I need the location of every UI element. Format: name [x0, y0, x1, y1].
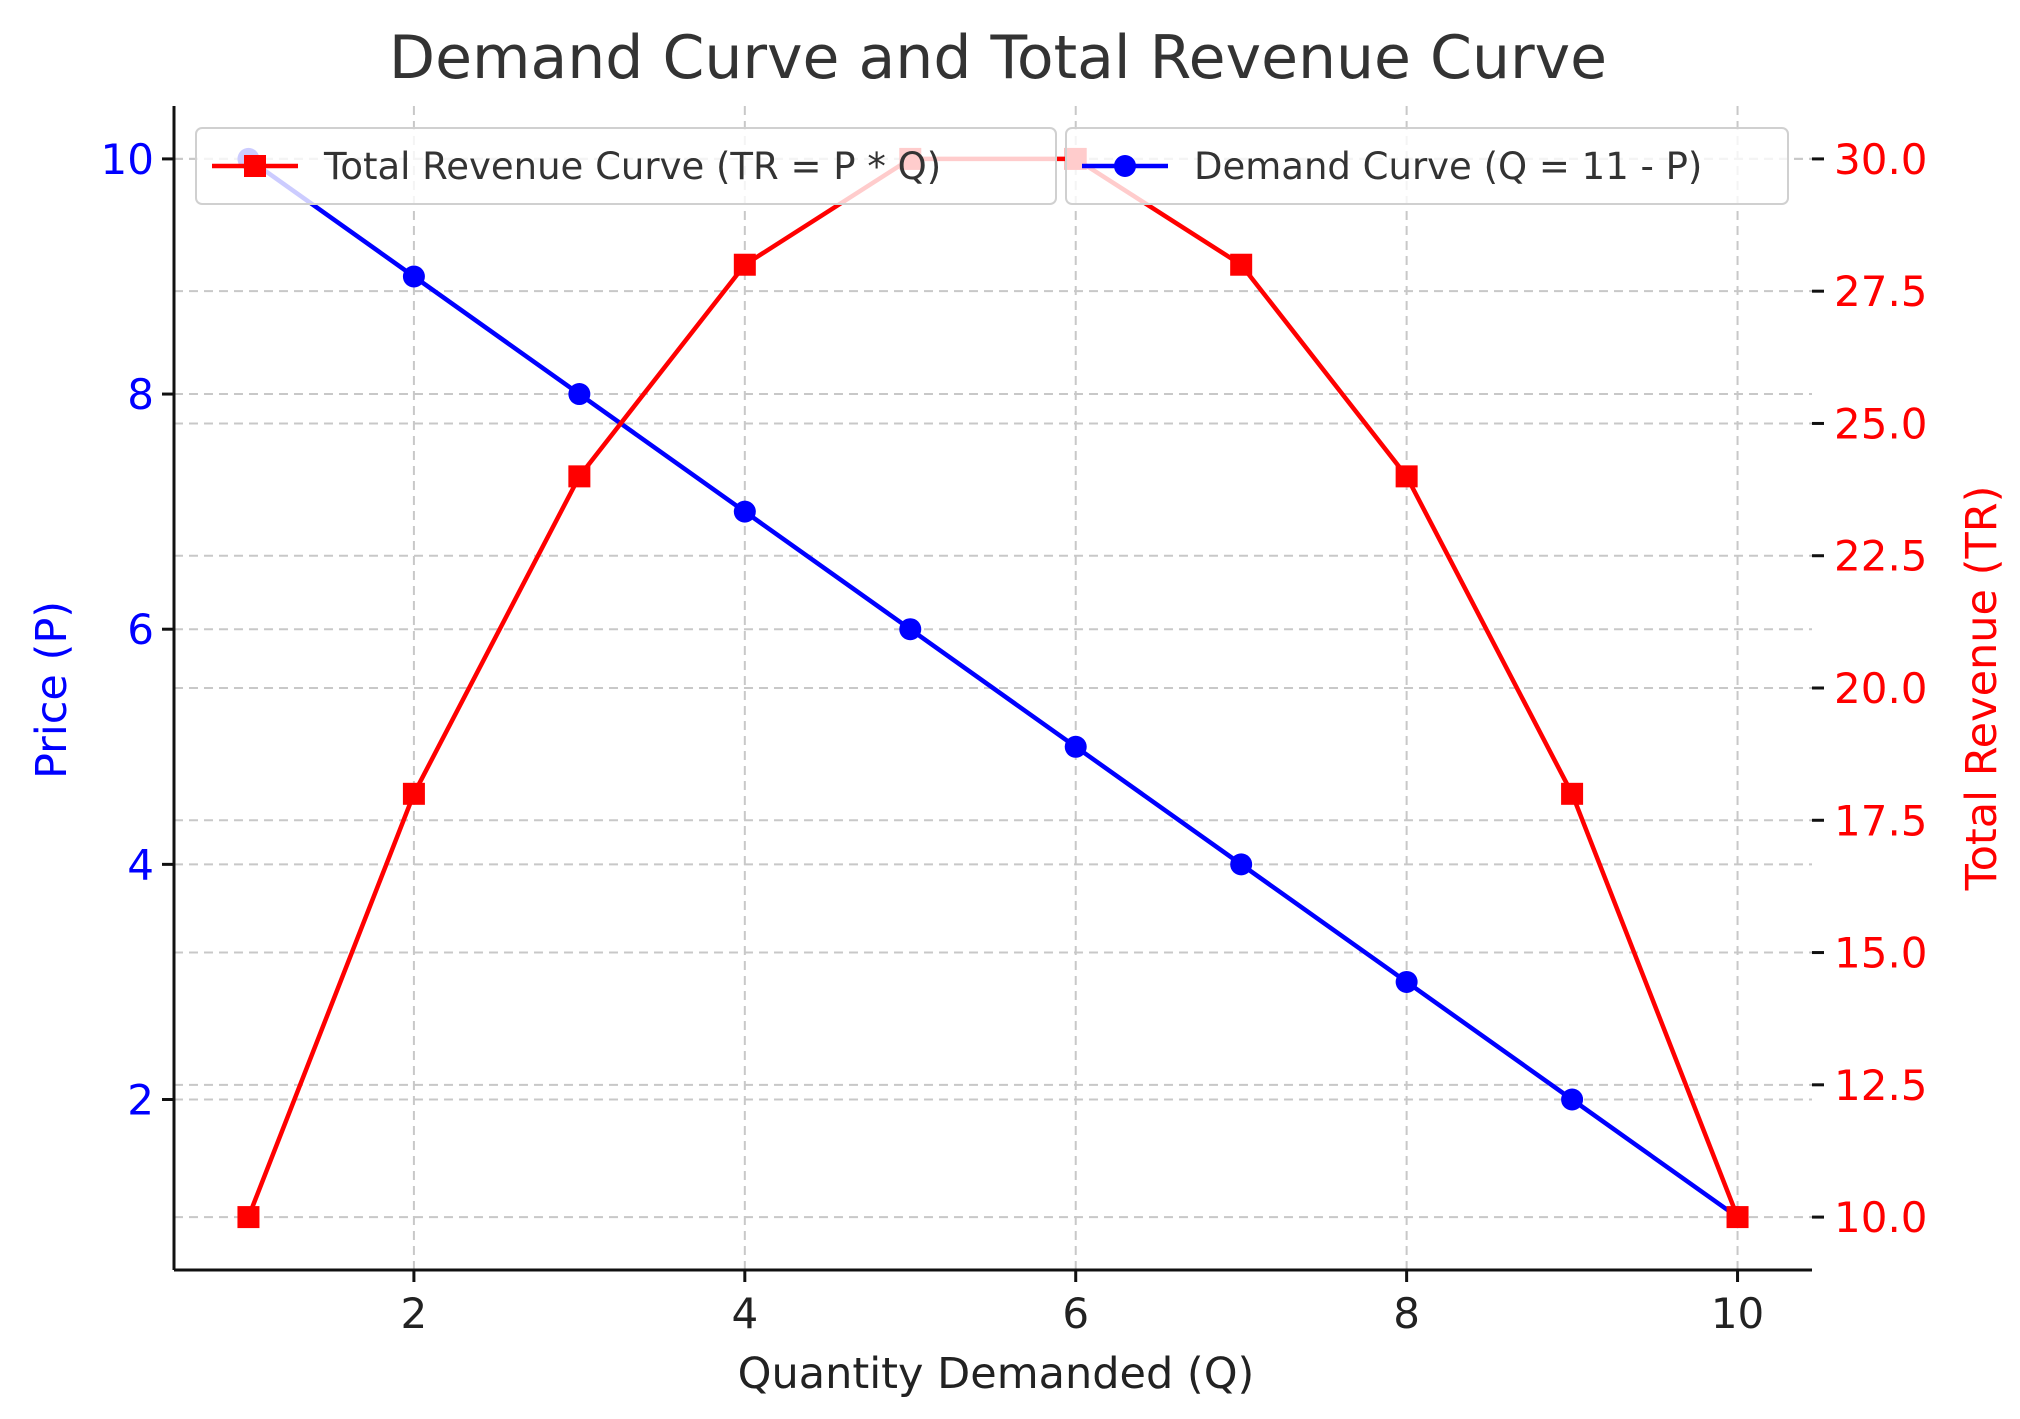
- legend-demand-frame: [1065, 127, 1789, 205]
- y-axis-left-label: Price (P): [27, 601, 77, 779]
- chart-title: Demand Curve and Total Revenue Curve: [389, 23, 1607, 93]
- revenue-point: [1230, 253, 1253, 276]
- y-right-tick-label: 12.5: [1834, 1061, 1928, 1110]
- demand-point: [568, 383, 591, 406]
- y-right-tick-label: 10.0: [1834, 1193, 1928, 1242]
- legend-demand-label: Demand Curve (Q = 11 - P): [1194, 145, 1702, 188]
- legend-revenue: Total Revenue Curve (TR = P * Q): [195, 127, 1057, 205]
- y-axis-right-label: Total Revenue (TR): [1957, 486, 2007, 892]
- x-tick-label: 6: [1062, 1289, 1089, 1338]
- demand-point: [1395, 970, 1418, 993]
- demand-point: [733, 500, 756, 523]
- revenue-point: [402, 782, 425, 805]
- y-right-tick-label: 15.0: [1834, 929, 1928, 978]
- ticks: 2 4 6 8 10 2 4 6 8 10 10.0 12.5 15.0 17.5 20.0 22.5 25.0…: [101, 135, 1928, 1338]
- legend-revenue-label: Total Revenue Curve (TR = P * Q): [323, 145, 941, 188]
- axes: [172, 106, 1812, 1272]
- revenue-point: [1726, 1206, 1749, 1229]
- x-tick-label: 10: [1711, 1289, 1764, 1338]
- y-left-tick-label: 6: [127, 605, 154, 654]
- y-right-tick-label: 27.5: [1834, 267, 1928, 316]
- y-left-tick-label: 10: [101, 135, 154, 184]
- x-axis-label: Quantity Demanded (Q): [738, 1349, 1255, 1399]
- revenue-point: [237, 1206, 260, 1229]
- demand-point: [1230, 853, 1253, 876]
- y-right-tick-label: 17.5: [1834, 796, 1928, 845]
- legend-revenue-marker-swatch: [244, 155, 266, 177]
- demand-line: [247, 157, 1739, 1219]
- y-right-tick-label: 30.0: [1834, 135, 1928, 184]
- demand-point: [402, 265, 425, 288]
- y-right-tick-label: 22.5: [1834, 532, 1928, 581]
- y-left-tick-label: 2: [127, 1076, 154, 1125]
- revenue-point: [1395, 465, 1418, 488]
- legend-demand: Demand Curve (Q = 11 - P): [1065, 127, 1789, 205]
- y-left-tick-label: 8: [127, 370, 154, 419]
- y-left-tick-label: 4: [127, 840, 154, 889]
- legend-revenue-frame: [195, 127, 1057, 205]
- demand-point: [899, 618, 922, 641]
- x-tick-label: 4: [731, 1289, 758, 1338]
- x-tick-label: 8: [1393, 1289, 1420, 1338]
- revenue-point: [733, 253, 756, 276]
- legends: Total Revenue Curve (TR = P * Q) Demand C…: [195, 127, 1789, 205]
- revenue-point: [1561, 782, 1584, 805]
- y-right-tick-label: 20.0: [1834, 664, 1928, 713]
- x-tick-label: 2: [401, 1289, 428, 1338]
- demand-point: [1561, 1088, 1584, 1111]
- y-right-tick-label: 25.0: [1834, 399, 1928, 448]
- demand-point: [1064, 735, 1087, 758]
- revenue-point: [568, 465, 591, 488]
- legend-demand-marker-swatch: [1114, 155, 1136, 177]
